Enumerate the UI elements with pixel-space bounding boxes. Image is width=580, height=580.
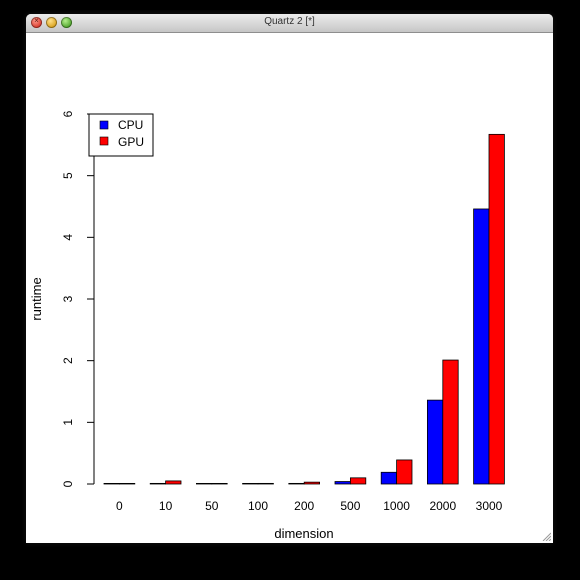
legend-swatch-gpu [99, 136, 109, 146]
bar-chart: 0 1 2 3 4 5 6 runtime 0 10 50 100 200 500 1000 2000 30… [29, 110, 505, 541]
window-title: Quartz 2 [*] [264, 16, 315, 27]
legend: CPU GPU [88, 113, 154, 157]
y-tick-label: 6 [61, 110, 75, 117]
close-icon: × [34, 16, 39, 25]
y-axis-label: runtime [29, 277, 44, 320]
y-tick-label: 2 [61, 357, 75, 364]
x-tick-label: 0 [116, 499, 123, 513]
bar-gpu-1000 [396, 459, 413, 485]
y-tick-label: 0 [61, 480, 75, 487]
bar-cpu-100 [242, 482, 259, 485]
bar-cpu-0 [103, 482, 120, 485]
quartz-window: × Quartz 2 [*] 0 1 2 3 4 5 6 runtime 0 10 50 100 2… [26, 14, 553, 543]
x-tick-label: 500 [340, 499, 360, 513]
y-tick-label: 5 [61, 172, 75, 179]
x-axis-tick-labels: 0 10 50 100 200 500 1000 2000 3000 [116, 499, 503, 513]
bar-gpu-0 [119, 482, 136, 485]
y-tick-label: 1 [61, 419, 75, 426]
bar-cpu-500 [334, 481, 351, 485]
bar-gpu-2000 [442, 359, 459, 485]
bar-gpu-100 [257, 482, 274, 485]
bar-gpu-3000 [488, 133, 505, 485]
x-tick-label: 10 [159, 499, 173, 513]
close-window-button[interactable]: × [31, 16, 42, 28]
x-tick-label: 2000 [429, 499, 456, 513]
bar-cpu-3000 [473, 208, 490, 485]
x-tick-label: 100 [248, 499, 268, 513]
bar-cpu-200 [288, 482, 305, 485]
legend-box [88, 113, 154, 157]
zoom-window-button[interactable] [61, 17, 72, 28]
bar-gpu-10 [165, 480, 182, 485]
title-bar[interactable]: × Quartz 2 [*] [26, 14, 553, 33]
legend-swatch-cpu [99, 120, 109, 130]
bar-cpu-2000 [426, 399, 444, 485]
y-tick-label: 3 [61, 295, 75, 302]
y-tick-label: 4 [61, 234, 75, 241]
bar-cpu-1000 [380, 471, 398, 485]
x-axis-label: dimension [274, 526, 333, 541]
bars [103, 133, 505, 485]
bar-cpu-10 [149, 482, 166, 485]
x-tick-label: 3000 [476, 499, 503, 513]
x-tick-label: 1000 [383, 499, 410, 513]
x-tick-label: 50 [205, 499, 219, 513]
bar-gpu-200 [303, 481, 321, 485]
x-tick-label: 200 [294, 499, 314, 513]
legend-label-cpu: CPU [118, 118, 143, 132]
y-axis-ticks: 0 1 2 3 4 5 6 [61, 110, 94, 487]
resize-grip-icon[interactable] [541, 531, 551, 541]
minimize-window-button[interactable] [46, 17, 57, 28]
bar-gpu-500 [349, 477, 367, 485]
bar-gpu-50 [211, 482, 228, 485]
bar-cpu-50 [195, 482, 213, 485]
legend-label-gpu: GPU [118, 135, 144, 149]
